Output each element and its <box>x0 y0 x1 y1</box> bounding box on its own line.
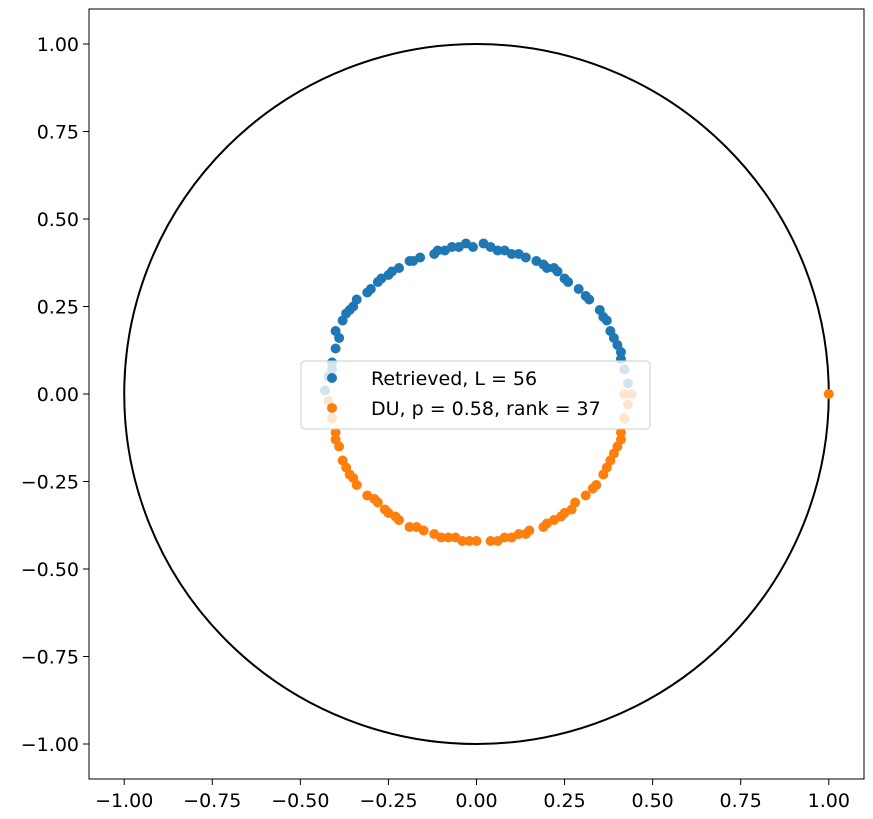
data-point <box>580 291 591 301</box>
data-point <box>538 259 549 270</box>
y-tick-label: 0.25 <box>37 297 79 319</box>
data-point <box>541 518 552 529</box>
data-point <box>580 490 591 501</box>
data-point <box>376 273 387 284</box>
data-point <box>615 347 626 357</box>
data-point <box>566 504 577 515</box>
data-point <box>386 266 397 277</box>
data-point <box>492 536 503 546</box>
x-tick-label: 0.50 <box>631 790 673 812</box>
data-point <box>411 522 422 532</box>
y-tick-label: 0.50 <box>37 209 79 231</box>
data-point <box>390 511 401 522</box>
y-tick-label: 0.00 <box>37 384 79 406</box>
data-point <box>348 301 359 312</box>
data-point <box>549 263 559 273</box>
legend-label-du: DU, p = 0.58, rank = 37 <box>371 398 601 420</box>
data-point <box>365 284 376 294</box>
data-point <box>464 536 475 546</box>
data-point <box>450 532 461 543</box>
data-point <box>559 273 570 284</box>
data-point <box>432 245 443 256</box>
x-axis: −1.00 −0.75 −0.50 −0.25 0.00 0.25 0.50 0.75 1.00 <box>95 779 850 812</box>
data-point <box>330 427 341 438</box>
data-point <box>520 529 531 539</box>
data-point <box>408 256 419 266</box>
y-tick-label: −1.00 <box>21 734 79 756</box>
x-tick-label: −0.25 <box>359 790 417 812</box>
y-tick-label: 0.75 <box>37 122 79 144</box>
y-tick-label: −0.50 <box>21 559 79 581</box>
data-point <box>601 462 612 473</box>
data-point <box>513 249 524 259</box>
data-point <box>330 434 341 445</box>
x-tick-label: −0.50 <box>271 790 329 812</box>
data-point <box>506 532 517 543</box>
data-point <box>823 389 834 399</box>
data-point <box>598 312 609 322</box>
data-point <box>348 473 359 483</box>
legend-label-retrieved: Retrieved, L = 56 <box>371 368 537 390</box>
x-tick-label: 0.25 <box>543 790 585 812</box>
x-tick-label: 0.75 <box>720 790 762 812</box>
data-point <box>404 522 415 532</box>
data-point <box>443 532 454 543</box>
data-point <box>499 245 510 256</box>
legend: Retrieved, L = 56 DU, p = 0.58, rank = 3… <box>300 360 651 430</box>
x-tick-label: 0.00 <box>455 790 497 812</box>
x-tick-label: −1.00 <box>95 790 153 812</box>
data-point <box>341 462 352 473</box>
data-point <box>341 308 352 319</box>
data-point <box>369 494 380 504</box>
y-tick-label: −0.25 <box>21 472 79 494</box>
plot-area <box>88 8 865 780</box>
series-1 <box>323 389 834 546</box>
data-point <box>615 434 626 445</box>
data-point <box>379 504 390 515</box>
data-point <box>446 242 457 252</box>
data-point <box>334 333 345 343</box>
y-tick-label: −0.75 <box>21 647 79 669</box>
data-point <box>436 532 447 543</box>
data-point <box>587 483 598 494</box>
x-tick-label: −0.75 <box>183 790 241 812</box>
data-point <box>556 511 567 522</box>
data-point <box>608 448 619 459</box>
data-point <box>615 427 626 438</box>
y-axis: −1.00 −0.75 −0.50 −0.25 0.00 0.25 0.50 0.75 1.00 <box>21 34 89 756</box>
data-point <box>573 284 584 294</box>
data-point <box>485 242 496 252</box>
legend-marker-retrieved <box>327 373 337 383</box>
y-tick-label: 1.00 <box>37 34 79 56</box>
data-point <box>460 238 471 249</box>
x-tick-label: 1.00 <box>808 790 850 812</box>
data-point <box>608 333 619 343</box>
data-point <box>471 536 482 546</box>
data-point <box>330 343 341 354</box>
legend-marker-du <box>327 403 337 413</box>
data-point <box>485 536 496 546</box>
legend-box <box>300 360 651 430</box>
